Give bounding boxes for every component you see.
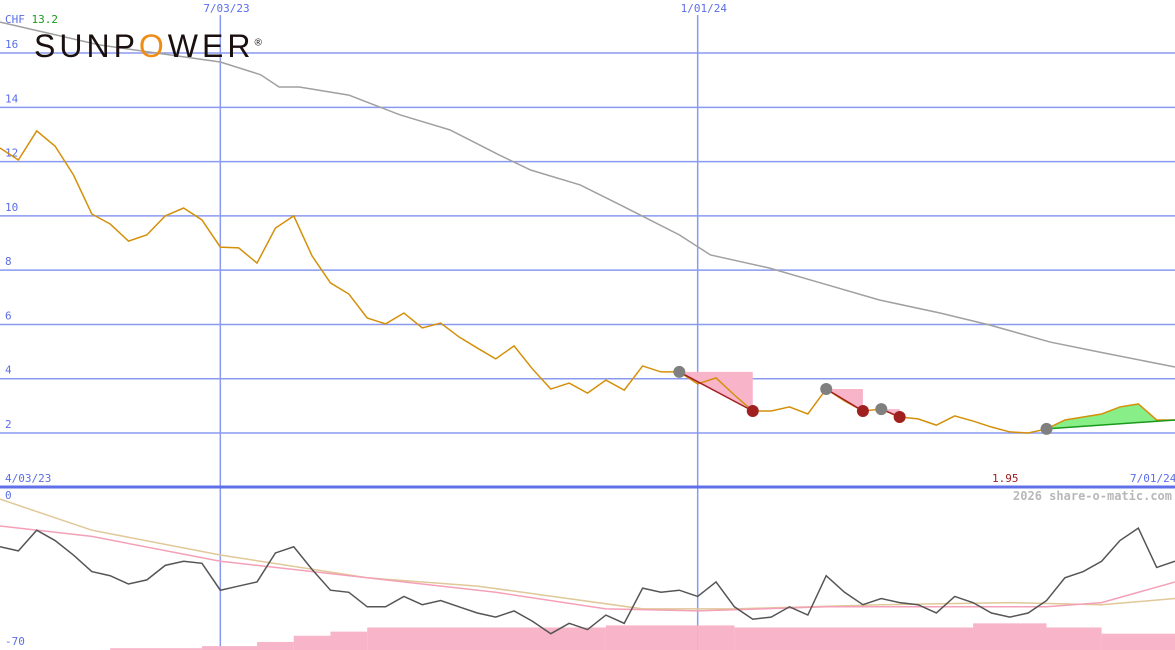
- osc-signal-tan: [0, 498, 1175, 610]
- y-tick-10: 10: [5, 201, 18, 214]
- osc-signal-pink: [0, 525, 1175, 612]
- x-tick-1/01/24: 1/01/24: [681, 2, 728, 15]
- sunpower-logo: SUNPOWER®: [34, 28, 262, 64]
- histogram-bar: [697, 625, 735, 650]
- buy-marker: [820, 383, 833, 396]
- gain-area-3: [1046, 403, 1175, 429]
- x-tick-4/03/23: 4/03/23: [5, 472, 51, 485]
- buy-marker: [1040, 422, 1053, 435]
- buy-marker: [875, 403, 888, 416]
- sell-marker: [893, 410, 906, 423]
- x-tick-7/03/23: 7/03/23: [203, 2, 249, 15]
- oscillator-line: [0, 527, 1175, 635]
- osc-tick-minus70: -70: [5, 635, 25, 648]
- x-tick-7/01/24: 7/01/24: [1130, 472, 1175, 485]
- histogram-bar: [734, 627, 974, 650]
- sell-marker: [746, 405, 759, 418]
- histogram-bar: [605, 625, 698, 650]
- histogram-bar: [293, 635, 331, 650]
- y-tick-6: 6: [5, 309, 12, 322]
- y-tick-12: 12: [5, 147, 18, 160]
- y-tick-16: 16: [5, 38, 18, 51]
- sell-marker: [856, 405, 869, 418]
- moving-average-line: [0, 21, 1175, 368]
- y-tick-8: 8: [5, 255, 12, 268]
- min-price-label: 1.95: [992, 472, 1019, 485]
- currency-label: CHF 13.2: [5, 13, 58, 26]
- trade-line-0: [678, 371, 754, 412]
- histogram-bar: [1046, 627, 1102, 650]
- histogram-bar: [201, 646, 258, 650]
- y-tick-14: 14: [5, 92, 19, 105]
- currency: CHF: [5, 13, 25, 26]
- osc-tick-0: 0: [5, 489, 12, 502]
- histogram-bar: [330, 631, 368, 650]
- buy-marker: [673, 365, 686, 378]
- histogram-bar: [973, 623, 1047, 650]
- histogram-bar: [110, 648, 202, 650]
- y-tick-4: 4: [5, 364, 12, 377]
- histogram-bar: [1101, 633, 1175, 650]
- histogram-bar: [367, 627, 606, 650]
- last-price: 13.2: [31, 13, 59, 26]
- watermark: 2026 share-o-matic.com: [1013, 489, 1172, 503]
- price-line: [0, 129, 1175, 434]
- histogram-bar: [257, 641, 294, 650]
- y-tick-2: 2: [5, 418, 12, 431]
- trade-line-3: [1046, 419, 1175, 430]
- trade-line-1: [825, 388, 864, 412]
